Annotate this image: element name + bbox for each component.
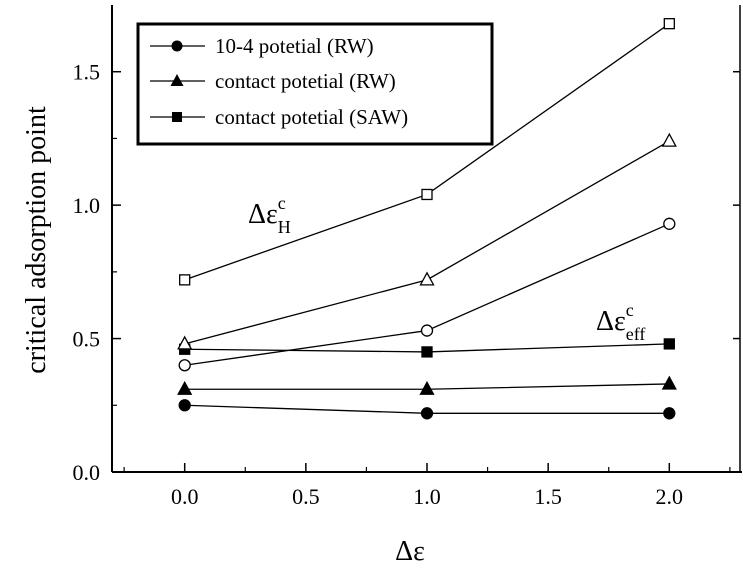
annotation-delta-eps-eff-sup: c: [626, 300, 634, 320]
legend-marker-circle: [171, 40, 183, 52]
annotation-delta-eps-h-sup: c: [278, 193, 286, 213]
legend-label: contact potetial (SAW): [215, 105, 408, 129]
y-tick-label: 0.5: [73, 327, 101, 352]
data-point-series-1: [661, 375, 677, 390]
data-point-series-0: [663, 407, 676, 420]
data-point-series-5: [663, 18, 675, 30]
legend-item-10-4-rw: 10-4 potetial (RW): [150, 34, 374, 58]
data-point-series-4: [177, 335, 193, 350]
data-point-series-2: [421, 346, 433, 358]
data-point-series-4: [419, 271, 435, 286]
annotation-delta-eps-h-sub: H: [278, 217, 291, 237]
legend-box: [136, 22, 494, 146]
x-tick-label: 2.0: [656, 484, 684, 509]
legend-marker-square: [172, 112, 182, 122]
legend-label: 10-4 potetial (RW): [215, 34, 374, 58]
x-tick-label: 1.0: [413, 484, 441, 509]
legend-item-contact-rw: contact potetial (RW): [150, 69, 396, 93]
y-tick-label: 1.5: [73, 60, 101, 85]
legend-marker-triangle: [170, 74, 184, 86]
y-tick-label: 1.0: [73, 193, 101, 218]
x-tick-label: 1.5: [534, 484, 562, 509]
data-point-series-5: [179, 274, 191, 286]
data-point-series-3: [663, 217, 676, 230]
data-point-series-3: [178, 359, 191, 372]
legend-label: contact potetial (RW): [215, 69, 396, 93]
annotation-delta-eps-eff: Δεc eff: [596, 300, 645, 344]
y-tick-label: 0.0: [73, 460, 101, 485]
legend: 10-4 potetial (RW) contact potetial (RW)…: [136, 22, 494, 146]
x-tick-label: 0.5: [292, 484, 320, 509]
annotation-delta-eps-h-base: Δε: [248, 199, 278, 230]
data-point-series-3: [420, 324, 434, 337]
data-point-series-4: [661, 132, 677, 147]
data-point-series-1: [177, 380, 193, 395]
y-axis-label: critical adsorption point: [21, 106, 52, 374]
annotation-delta-eps-eff-base: Δε: [596, 306, 626, 337]
x-axis-label: Δε: [395, 536, 425, 567]
x-tick-label: 0.0: [171, 484, 199, 509]
legend-item-contact-saw: contact potetial (SAW): [150, 105, 408, 129]
data-point-series-1: [419, 380, 435, 395]
data-point-series-0: [420, 407, 434, 420]
annotation-delta-eps-h: Δεc H: [248, 193, 291, 237]
data-point-series-5: [421, 188, 433, 201]
data-point-series-2: [663, 338, 675, 350]
series-line-3: [184, 223, 670, 366]
annotation-delta-eps-eff-sub: eff: [626, 324, 646, 344]
data-point-series-0: [178, 399, 191, 412]
